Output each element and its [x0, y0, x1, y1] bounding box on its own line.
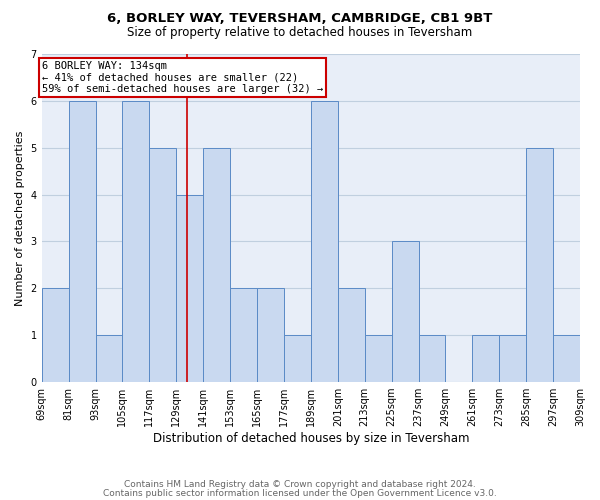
- Y-axis label: Number of detached properties: Number of detached properties: [15, 130, 25, 306]
- Bar: [230, 288, 257, 382]
- Bar: [149, 148, 176, 382]
- Bar: [311, 101, 338, 382]
- Text: 6 BORLEY WAY: 134sqm
← 41% of detached houses are smaller (22)
59% of semi-detac: 6 BORLEY WAY: 134sqm ← 41% of detached h…: [41, 61, 323, 94]
- Bar: [526, 148, 553, 382]
- Bar: [392, 242, 419, 382]
- Bar: [176, 194, 203, 382]
- Bar: [68, 101, 95, 382]
- Bar: [499, 335, 526, 382]
- Text: Contains HM Land Registry data © Crown copyright and database right 2024.: Contains HM Land Registry data © Crown c…: [124, 480, 476, 489]
- Bar: [203, 148, 230, 382]
- Text: Size of property relative to detached houses in Teversham: Size of property relative to detached ho…: [127, 26, 473, 39]
- Bar: [95, 335, 122, 382]
- X-axis label: Distribution of detached houses by size in Teversham: Distribution of detached houses by size …: [152, 432, 469, 445]
- Bar: [472, 335, 499, 382]
- Bar: [257, 288, 284, 382]
- Bar: [41, 288, 68, 382]
- Bar: [338, 288, 365, 382]
- Bar: [553, 335, 580, 382]
- Text: Contains public sector information licensed under the Open Government Licence v3: Contains public sector information licen…: [103, 488, 497, 498]
- Bar: [284, 335, 311, 382]
- Bar: [365, 335, 392, 382]
- Bar: [419, 335, 445, 382]
- Text: 6, BORLEY WAY, TEVERSHAM, CAMBRIDGE, CB1 9BT: 6, BORLEY WAY, TEVERSHAM, CAMBRIDGE, CB1…: [107, 12, 493, 26]
- Bar: [122, 101, 149, 382]
